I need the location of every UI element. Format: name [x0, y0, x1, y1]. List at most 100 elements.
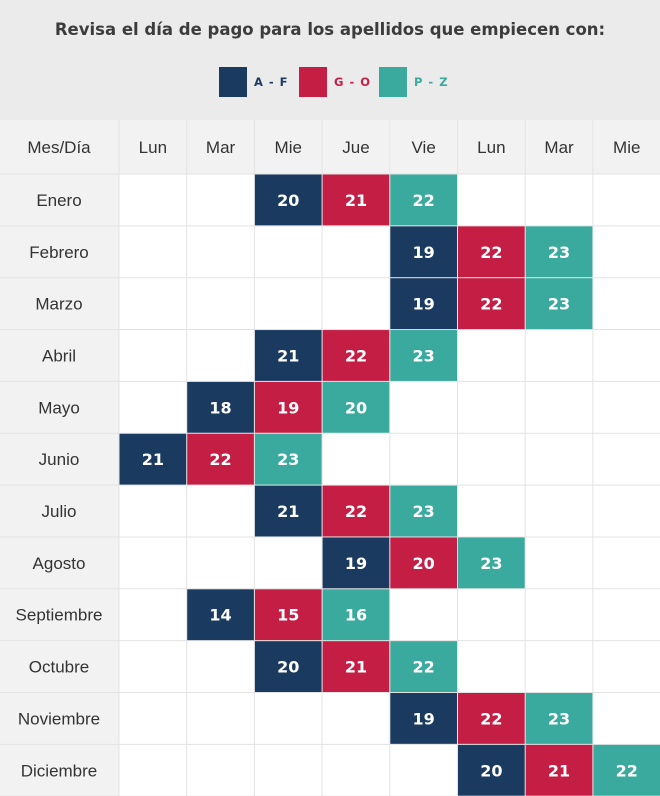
pay-cell — [390, 485, 457, 537]
pay-day-label: 14 — [209, 606, 231, 625]
legend-label-a-f: A - F — [254, 75, 289, 89]
pay-day-label: 23 — [413, 346, 435, 365]
pay-day-label: 22 — [345, 502, 367, 521]
pay-cell — [458, 744, 525, 796]
pay-cell — [390, 537, 457, 589]
pay-day-label: 18 — [209, 398, 231, 417]
legend-swatch-g-o — [299, 67, 327, 97]
pay-day-label: 19 — [345, 554, 367, 573]
pay-day-label: 23 — [413, 502, 435, 521]
pay-day-label: 23 — [277, 450, 299, 469]
month-label-9: Octubre — [29, 658, 89, 677]
legend-swatch-a-f — [219, 67, 247, 97]
column-header-1: Mar — [206, 138, 236, 157]
pay-day-label: 21 — [277, 346, 299, 365]
column-header-4: Vie — [412, 138, 436, 157]
column-header-2: Mie — [275, 138, 302, 157]
month-label-5: Junio — [39, 450, 80, 469]
pay-day-label: 23 — [548, 243, 570, 262]
month-label-6: Julio — [42, 502, 77, 521]
pay-day-label: 20 — [413, 554, 435, 573]
header-row-background — [0, 120, 660, 174]
month-label-1: Febrero — [29, 243, 89, 262]
pay-cell — [390, 693, 457, 744]
pay-cell — [525, 744, 593, 796]
pay-day-label: 21 — [345, 658, 367, 677]
pay-day-label: 21 — [345, 191, 367, 210]
pay-day-label: 15 — [277, 606, 299, 625]
pay-cell — [322, 174, 390, 226]
pay-cell — [254, 381, 322, 433]
pay-day-label: 19 — [413, 709, 435, 728]
pay-cell — [254, 433, 322, 485]
pay-day-label: 19 — [277, 398, 299, 417]
pay-day-label: 19 — [413, 295, 435, 314]
column-header-3: Jue — [342, 138, 369, 157]
month-label-7: Agosto — [33, 554, 86, 573]
pay-day-label: 20 — [277, 658, 299, 677]
pay-day-label: 22 — [413, 658, 435, 677]
pay-day-label: 22 — [480, 243, 502, 262]
pay-day-label: 22 — [413, 191, 435, 210]
legend-label-p-z: P - Z — [414, 75, 449, 89]
pay-day-label: 20 — [277, 191, 299, 210]
month-label-8: Septiembre — [16, 606, 103, 625]
pay-day-label: 16 — [345, 606, 367, 625]
pay-cell — [322, 641, 390, 692]
pay-day-label: 23 — [548, 709, 570, 728]
column-header-0: Lun — [139, 138, 167, 157]
pay-day-label: 22 — [209, 450, 231, 469]
pay-day-label: 21 — [277, 502, 299, 521]
legend-swatch-p-z — [379, 67, 407, 97]
pay-cell — [390, 278, 457, 330]
pay-cell — [322, 330, 390, 381]
pay-day-label: 21 — [548, 761, 570, 780]
pay-cell — [254, 174, 322, 226]
month-label-3: Abril — [42, 346, 76, 365]
pay-cell — [390, 226, 457, 278]
column-header-7: Mie — [613, 138, 640, 157]
pay-day-label: 23 — [480, 554, 502, 573]
pay-cell — [254, 589, 322, 641]
pay-cell — [458, 693, 525, 744]
pay-cell — [458, 278, 525, 330]
pay-cell — [390, 174, 457, 226]
pay-cell — [187, 589, 254, 641]
corner-label: Mes/Día — [27, 138, 91, 157]
month-label-11: Diciembre — [21, 761, 98, 780]
pay-day-label: 20 — [480, 761, 502, 780]
chart-title: Revisa el día de pago para los apellidos… — [54, 20, 606, 39]
pay-cell — [119, 433, 187, 485]
pay-day-label: 19 — [413, 243, 435, 262]
month-label-10: Noviembre — [18, 709, 100, 728]
pay-day-label: 23 — [548, 295, 570, 314]
pay-day-label: 22 — [616, 761, 638, 780]
pay-cell — [525, 278, 593, 330]
pay-cell — [254, 485, 322, 537]
column-header-6: Mar — [544, 138, 574, 157]
month-label-2: Marzo — [35, 295, 82, 314]
pay-cell — [322, 537, 390, 589]
pay-cell — [322, 589, 390, 641]
pay-cell — [525, 693, 593, 744]
pay-day-label: 22 — [480, 709, 502, 728]
pay-cell — [254, 330, 322, 381]
legend-label-g-o: G - O — [334, 75, 371, 89]
column-header-5: Lun — [477, 138, 505, 157]
month-label-0: Enero — [36, 191, 81, 210]
pay-cell — [458, 226, 525, 278]
pay-cell — [390, 641, 457, 692]
pay-cell — [525, 226, 593, 278]
pay-cell — [322, 485, 390, 537]
pay-day-label: 21 — [142, 450, 164, 469]
pay-day-label: 22 — [345, 346, 367, 365]
pay-cell — [187, 433, 254, 485]
pay-cell — [458, 537, 525, 589]
pay-cell — [322, 381, 390, 433]
pay-cell — [390, 330, 457, 381]
pay-day-label: 22 — [480, 295, 502, 314]
pay-cell — [254, 641, 322, 692]
month-label-4: Mayo — [38, 398, 80, 417]
pay-cell — [187, 381, 254, 433]
header-panel: Revisa el día de pago para los apellidos… — [0, 0, 660, 120]
